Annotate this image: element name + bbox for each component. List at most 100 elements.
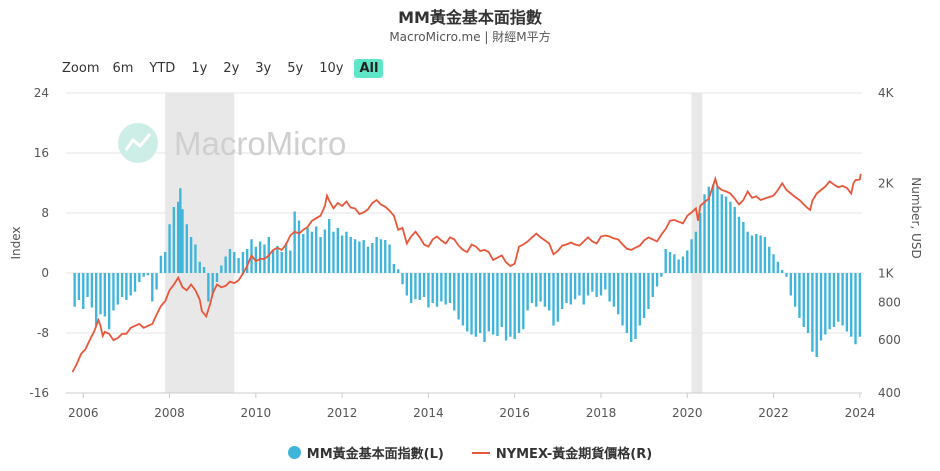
bar [491, 273, 495, 335]
zoom-1y-button[interactable]: 1y [191, 60, 208, 76]
bar [86, 273, 89, 297]
bar [785, 273, 788, 277]
chart-title: MM黃金基本面指數 [398, 8, 542, 27]
bar [755, 234, 758, 273]
bar [77, 273, 81, 300]
bar [483, 273, 486, 342]
bar [103, 273, 107, 317]
bar [384, 240, 387, 273]
bar [591, 273, 594, 292]
bar [107, 273, 111, 330]
zoom-10y-button[interactable]: 10y [319, 60, 344, 76]
bar [371, 243, 374, 273]
bar [99, 273, 102, 315]
legend-item-bars[interactable]: MM黃金基本面指數(L) [287, 443, 444, 462]
bar [552, 273, 555, 326]
bar [116, 273, 119, 305]
bar [625, 273, 629, 333]
bar [194, 244, 197, 273]
bar [474, 273, 478, 337]
bar [138, 273, 141, 282]
bar [246, 249, 249, 273]
bar [651, 273, 654, 297]
bar [297, 220, 301, 273]
bar [759, 235, 762, 273]
bar [573, 273, 577, 300]
bar [336, 228, 339, 273]
x-tick-label: 2010 [241, 406, 272, 420]
bar [133, 273, 137, 292]
bar [461, 273, 465, 326]
bar [621, 273, 624, 326]
bar [379, 239, 383, 273]
bar [768, 246, 771, 273]
bar [694, 231, 698, 273]
zoom-2y-button[interactable]: 2y [223, 60, 240, 76]
zoom-3y-button[interactable]: 3y [255, 60, 272, 76]
bar [560, 273, 564, 309]
bar [569, 273, 572, 305]
bar [539, 273, 542, 302]
bar [850, 273, 853, 337]
bar [634, 273, 637, 339]
bar [668, 252, 672, 273]
legend: MM黃金基本面指數(L) NYMEX-黃金期貨價格(R) [0, 443, 940, 462]
bar [478, 273, 482, 333]
bar [548, 273, 551, 311]
bar [409, 273, 413, 303]
axes: -16 -8 0 8 16 24 400 600 800 1K 2K 4K 2006 2008 2010 20… [9, 86, 923, 420]
right-tick-label: 1K [878, 267, 895, 281]
bar [125, 273, 128, 300]
line-series [71, 173, 862, 373]
legend-item-line[interactable]: NYMEX-黃金期貨價格(R) [471, 443, 652, 462]
bar [435, 273, 439, 307]
bar [375, 237, 378, 273]
bar [832, 273, 836, 327]
bar [798, 273, 801, 318]
bar [604, 273, 607, 290]
bar [841, 273, 844, 326]
right-tick-label: 4K [878, 86, 895, 100]
zoom-5y-button[interactable]: 5y [287, 60, 304, 76]
bar [306, 228, 309, 273]
bar [789, 273, 792, 296]
bar [202, 267, 206, 273]
bar [207, 273, 210, 302]
bar [793, 273, 797, 307]
right-tick-label: 800 [878, 296, 901, 310]
x-tick-label: 2006 [68, 406, 99, 420]
bar [824, 273, 827, 335]
bar [733, 207, 736, 273]
bar [837, 273, 840, 322]
x-tick-label: 2016 [499, 406, 530, 420]
bar [699, 213, 702, 273]
bar [629, 273, 633, 342]
right-axis-title: Number, USD [909, 177, 923, 258]
bar [414, 273, 417, 300]
bar [431, 273, 434, 303]
bar [448, 273, 452, 303]
bar [543, 273, 547, 307]
bar [776, 261, 780, 273]
x-tick-label: 2024 [845, 406, 876, 420]
bar [164, 252, 167, 273]
bar [617, 273, 620, 315]
zoom-6m-button[interactable]: 6m [112, 60, 134, 76]
bar [638, 273, 641, 326]
bar [112, 273, 115, 311]
bar [176, 201, 180, 273]
bar [332, 231, 335, 273]
bar [349, 237, 352, 273]
x-tick-label: 2018 [586, 406, 617, 420]
chart-subtitle: MacroMicro.me | 財經M平方 [389, 30, 551, 44]
bar [146, 273, 150, 276]
bar [750, 235, 754, 273]
zoom-ytd-button[interactable]: YTD [149, 60, 176, 76]
bar [828, 273, 831, 330]
bar [168, 224, 171, 273]
bar [845, 273, 849, 332]
bar [142, 273, 145, 277]
bar [327, 219, 331, 273]
zoom-all-button[interactable]: All [354, 58, 384, 78]
bar [211, 273, 214, 294]
